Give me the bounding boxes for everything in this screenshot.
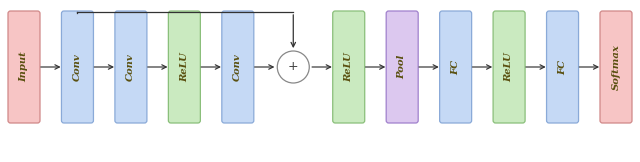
- FancyBboxPatch shape: [168, 11, 200, 123]
- FancyBboxPatch shape: [333, 11, 365, 123]
- Circle shape: [277, 51, 309, 83]
- Text: Conv: Conv: [73, 53, 82, 81]
- Text: ReLU: ReLU: [504, 52, 513, 82]
- Text: Conv: Conv: [234, 53, 243, 81]
- Text: ReLU: ReLU: [180, 52, 189, 82]
- Text: Pool: Pool: [397, 55, 406, 79]
- FancyBboxPatch shape: [386, 11, 418, 123]
- Text: FC: FC: [558, 59, 567, 75]
- FancyBboxPatch shape: [115, 11, 147, 123]
- FancyBboxPatch shape: [493, 11, 525, 123]
- Text: ReLU: ReLU: [344, 52, 353, 82]
- Text: +: +: [288, 60, 299, 74]
- Text: Softmax: Softmax: [611, 44, 621, 90]
- FancyBboxPatch shape: [222, 11, 254, 123]
- Text: Conv: Conv: [127, 53, 136, 81]
- FancyBboxPatch shape: [8, 11, 40, 123]
- FancyBboxPatch shape: [440, 11, 472, 123]
- FancyBboxPatch shape: [600, 11, 632, 123]
- Text: FC: FC: [451, 59, 460, 75]
- FancyBboxPatch shape: [547, 11, 579, 123]
- FancyBboxPatch shape: [61, 11, 93, 123]
- Text: Input: Input: [19, 52, 29, 82]
